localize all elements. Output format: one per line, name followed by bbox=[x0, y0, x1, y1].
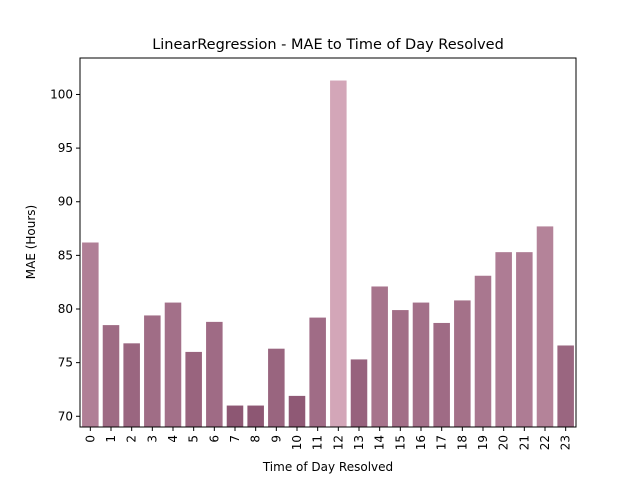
x-tick-label: 9 bbox=[269, 435, 283, 443]
y-tick-label: 75 bbox=[58, 356, 73, 370]
x-tick-label: 1 bbox=[104, 435, 118, 443]
x-tick-label: 7 bbox=[228, 435, 242, 443]
x-tick-label: 22 bbox=[538, 435, 552, 450]
y-tick-label: 100 bbox=[50, 87, 73, 101]
x-tick-label: 5 bbox=[187, 435, 201, 443]
bar-hour-1 bbox=[102, 325, 120, 427]
bar-hour-5 bbox=[185, 351, 202, 427]
bar-hour-7 bbox=[226, 405, 244, 427]
x-tick-label: 8 bbox=[249, 435, 263, 443]
x-tick-label: 13 bbox=[352, 435, 366, 450]
x-tick-label: 6 bbox=[207, 435, 221, 443]
x-tick-label: 20 bbox=[497, 435, 511, 450]
x-tick-label: 11 bbox=[311, 435, 325, 450]
x-axis: 0 1 2 3 4 5 6 7 8 9 10 11 12 13 14 15 16 17 18 19 20 21 22 23 bbox=[83, 427, 573, 450]
x-tick-label: 10 bbox=[290, 435, 304, 450]
bar-hour-10 bbox=[288, 395, 306, 427]
x-tick-label: 15 bbox=[393, 435, 407, 450]
y-tick-label: 80 bbox=[58, 302, 73, 316]
bars-layer bbox=[82, 80, 574, 427]
bar-hour-3 bbox=[144, 315, 161, 427]
x-axis-label: Time of Day Resolved bbox=[262, 460, 393, 474]
y-axis: 70 75 80 85 90 95 100 bbox=[50, 87, 80, 423]
bar-hour-6 bbox=[206, 321, 223, 427]
plot-frame bbox=[79, 57, 577, 428]
bar-hour-19 bbox=[474, 275, 492, 427]
bar-hour-20 bbox=[495, 252, 512, 427]
x-tick-label: 23 bbox=[559, 435, 573, 450]
x-tick-label: 21 bbox=[517, 435, 531, 450]
bar-hour-13 bbox=[350, 359, 368, 427]
x-tick-label: 12 bbox=[331, 435, 345, 450]
bar-hour-14 bbox=[371, 286, 388, 427]
bar-hour-12 bbox=[330, 80, 347, 427]
chart-title: LinearRegression - MAE to Time of Day Re… bbox=[152, 37, 504, 53]
x-tick-label: 2 bbox=[125, 435, 139, 443]
x-tick-label: 19 bbox=[476, 435, 490, 450]
x-tick-label: 16 bbox=[414, 435, 428, 450]
x-tick-label: 14 bbox=[373, 435, 387, 450]
bar-hour-23 bbox=[557, 345, 574, 427]
x-tick-label: 17 bbox=[435, 435, 449, 450]
bar-hour-22 bbox=[536, 226, 554, 427]
bar-hour-11 bbox=[309, 317, 326, 427]
bar-hour-21 bbox=[516, 252, 533, 427]
bar-hour-9 bbox=[268, 348, 285, 427]
x-tick-label: 0 bbox=[83, 435, 97, 443]
y-axis-label: MAE (Hours) bbox=[24, 205, 38, 279]
y-tick-label: 90 bbox=[58, 195, 73, 209]
bar-hour-2 bbox=[123, 343, 140, 427]
bar-hour-17 bbox=[433, 322, 450, 427]
bar-hour-4 bbox=[164, 302, 182, 427]
y-tick-label: 70 bbox=[58, 409, 73, 423]
x-tick-label: 4 bbox=[166, 435, 180, 443]
y-tick-label: 85 bbox=[58, 248, 73, 262]
bar-hour-18 bbox=[454, 300, 471, 427]
bar-hour-8 bbox=[247, 405, 264, 427]
x-tick-label: 18 bbox=[455, 435, 469, 450]
bar-hour-15 bbox=[392, 310, 409, 427]
x-tick-label: 3 bbox=[145, 435, 159, 443]
y-tick-label: 95 bbox=[58, 141, 73, 155]
bar-hour-16 bbox=[412, 302, 430, 427]
bar-hour-0 bbox=[82, 242, 99, 427]
